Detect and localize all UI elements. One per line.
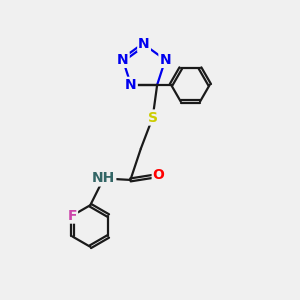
Text: N: N — [159, 53, 171, 67]
Text: O: O — [153, 169, 165, 182]
Text: N: N — [125, 78, 137, 92]
Text: S: S — [148, 110, 158, 124]
Text: F: F — [68, 208, 77, 223]
Text: N: N — [117, 53, 129, 67]
Text: N: N — [138, 38, 150, 52]
Text: NH: NH — [92, 171, 115, 185]
